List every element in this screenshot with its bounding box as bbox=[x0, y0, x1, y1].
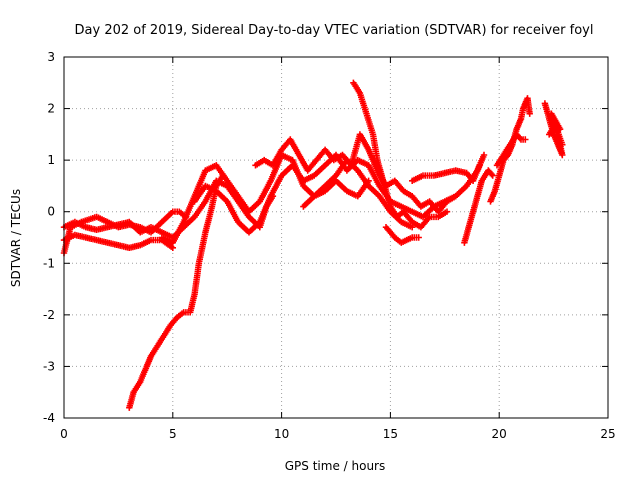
data-point-markers bbox=[191, 151, 488, 236]
y-tick-label: -3 bbox=[43, 359, 55, 373]
series-arc-rising bbox=[126, 172, 226, 411]
data-point-markers bbox=[461, 167, 496, 246]
series-arc-mid-7 bbox=[409, 162, 483, 184]
series-arc-mid-5 bbox=[300, 156, 416, 231]
y-tick-label: -1 bbox=[43, 256, 55, 270]
data-point-markers bbox=[382, 224, 422, 246]
y-axis-label: SDTVAR / TECUs bbox=[9, 189, 23, 287]
series-arc-late-3 bbox=[493, 131, 529, 169]
data-point-markers bbox=[158, 151, 372, 246]
axis-ticks: 0 5 10 15 20 25 -4 -3 -2 -1 0 1 2 3 bbox=[43, 50, 616, 441]
y-tick-label: 1 bbox=[47, 153, 55, 167]
x-tick-label: 25 bbox=[600, 427, 615, 441]
series-arc-late-4 bbox=[541, 100, 566, 159]
series-arc-mid-2 bbox=[191, 151, 488, 236]
series-arc-late-1 bbox=[461, 167, 496, 246]
data-point-markers bbox=[541, 100, 566, 159]
chart-title: Day 202 of 2019, Sidereal Day-to-day VTE… bbox=[75, 23, 594, 38]
plot-frame bbox=[63, 56, 609, 419]
y-tick-label: 3 bbox=[47, 50, 55, 64]
y-tick-label: 0 bbox=[47, 205, 55, 219]
data-series bbox=[60, 79, 566, 411]
x-tick-label: 15 bbox=[383, 427, 398, 441]
data-point-markers bbox=[126, 172, 226, 411]
series-arc-mid-6 bbox=[382, 224, 422, 246]
x-tick-label: 20 bbox=[492, 427, 507, 441]
x-tick-label: 0 bbox=[60, 427, 68, 441]
data-point-markers bbox=[300, 156, 416, 231]
series-arc-mid-1 bbox=[158, 151, 372, 246]
data-point-markers bbox=[409, 162, 483, 184]
x-axis-label: GPS time / hours bbox=[285, 459, 386, 473]
y-tick-label: 2 bbox=[47, 102, 55, 116]
y-tick-label: -4 bbox=[43, 411, 55, 425]
x-tick-label: 5 bbox=[169, 427, 177, 441]
data-point-markers bbox=[493, 131, 529, 169]
x-tick-label: 10 bbox=[274, 427, 289, 441]
y-tick-label: -2 bbox=[43, 308, 55, 322]
